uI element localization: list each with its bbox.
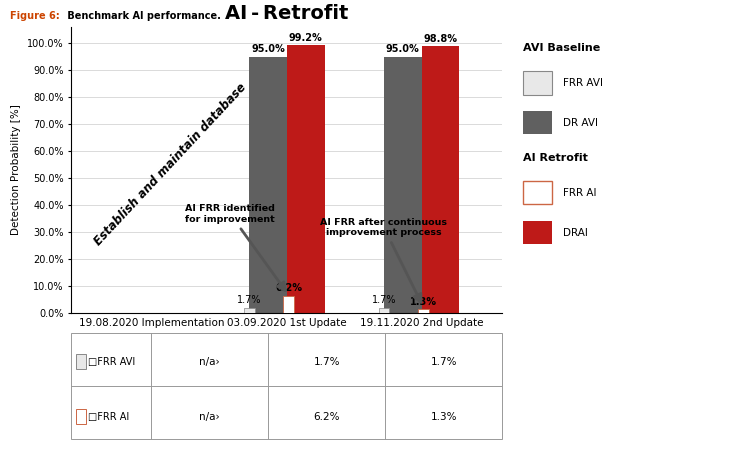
Text: 1.7%: 1.7% [314, 356, 340, 367]
Text: FRR AVI: FRR AVI [563, 78, 603, 88]
Text: 6.2%: 6.2% [275, 284, 302, 293]
Bar [76, 354, 86, 369]
Text: Benchmark AI performance.: Benchmark AI performance. [64, 11, 220, 21]
Bar [249, 57, 286, 313]
Text: AI FRR identified
for improvement: AI FRR identified for improvement [185, 204, 285, 290]
Text: □FRR AI: □FRR AI [88, 412, 130, 422]
Text: AI FRR after continuous
improvement process: AI FRR after continuous improvement proc… [320, 218, 448, 302]
Y-axis label: Detection Probability [%]: Detection Probability [%] [11, 104, 22, 235]
Title: AI - Retrofit: AI - Retrofit [225, 4, 349, 23]
Bar [384, 57, 422, 313]
Text: n/a›: n/a› [200, 356, 220, 367]
Bar [419, 309, 429, 313]
Text: 95.0%: 95.0% [386, 44, 420, 54]
Bar [76, 409, 86, 424]
Text: n/a›: n/a› [200, 412, 220, 422]
FancyBboxPatch shape [523, 181, 552, 204]
Bar [284, 296, 294, 313]
Text: AI Retrofit: AI Retrofit [523, 153, 588, 163]
Bar [422, 46, 459, 313]
FancyBboxPatch shape [523, 111, 552, 134]
FancyBboxPatch shape [523, 221, 552, 244]
Bar [244, 308, 254, 313]
Text: 95.0%: 95.0% [251, 44, 285, 54]
Text: 1.7%: 1.7% [430, 356, 457, 367]
Text: AVI Baseline: AVI Baseline [523, 43, 600, 53]
FancyBboxPatch shape [523, 71, 552, 94]
Text: 99.2%: 99.2% [289, 33, 322, 43]
Text: Establish and maintain database: Establish and maintain database [92, 81, 249, 248]
Text: 1.7%: 1.7% [237, 296, 262, 306]
Text: 1.7%: 1.7% [372, 296, 396, 306]
Text: Figure 6:: Figure 6: [10, 11, 59, 21]
Text: 1.3%: 1.3% [410, 297, 437, 306]
Text: □FRR AVI: □FRR AVI [88, 356, 136, 367]
Bar [286, 45, 325, 313]
Bar [379, 308, 389, 313]
Text: 6.2%: 6.2% [314, 412, 340, 422]
Text: DR AVI: DR AVI [563, 117, 598, 128]
Text: FRR AI: FRR AI [563, 188, 597, 198]
Text: 1.3%: 1.3% [430, 412, 457, 422]
Text: DRAI: DRAI [563, 228, 588, 238]
Text: 98.8%: 98.8% [424, 34, 458, 44]
